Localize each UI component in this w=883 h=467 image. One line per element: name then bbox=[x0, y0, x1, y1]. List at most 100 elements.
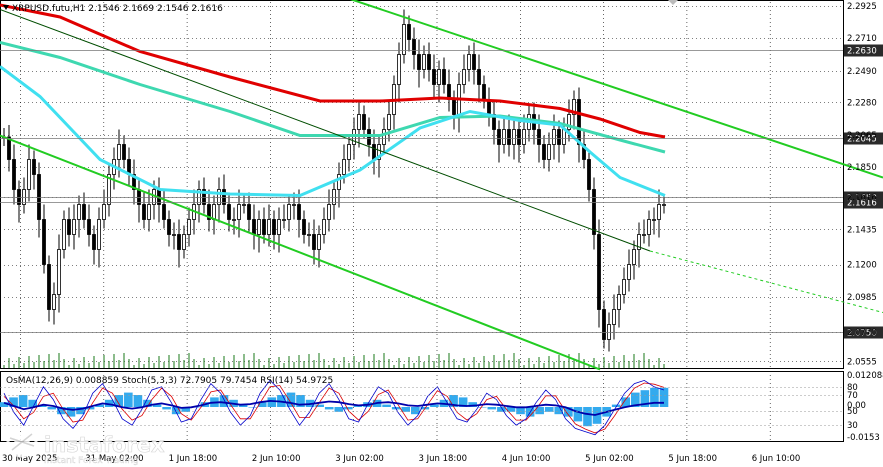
candle-body bbox=[502, 129, 506, 145]
osma-bar bbox=[611, 404, 621, 407]
time-tick-label: 1 Jun 18:00 bbox=[169, 454, 218, 464]
candle-body bbox=[247, 204, 251, 220]
candle-body bbox=[287, 204, 291, 220]
osma-bar bbox=[114, 395, 124, 407]
candle-body bbox=[437, 69, 441, 85]
candle-body bbox=[17, 189, 21, 205]
osma-bar bbox=[296, 395, 305, 407]
candle-body bbox=[67, 219, 71, 235]
time-tick-label: 6 Jun 10:00 bbox=[752, 454, 801, 464]
candle-body bbox=[382, 129, 386, 145]
osma-bar bbox=[143, 399, 152, 407]
indicator-tick-label: 70 bbox=[847, 391, 858, 401]
candle-body bbox=[107, 174, 111, 205]
time-tick-label: 5 Jun 18:00 bbox=[668, 454, 717, 464]
osma-bar bbox=[477, 407, 487, 408]
candle-body bbox=[57, 249, 61, 295]
osma-bar bbox=[238, 404, 248, 407]
osma-bar bbox=[267, 397, 277, 407]
candle-body bbox=[347, 144, 351, 160]
osma-bar bbox=[95, 404, 104, 407]
watermark-tagline: Instant Forex Trading bbox=[44, 456, 139, 466]
candle-body bbox=[92, 234, 96, 250]
candle-body bbox=[257, 219, 261, 235]
candle-body bbox=[297, 204, 301, 220]
candles bbox=[2, 9, 666, 352]
candle-body bbox=[562, 129, 566, 145]
osma-bar bbox=[430, 404, 439, 407]
candle-body bbox=[62, 219, 66, 250]
candle-body bbox=[337, 174, 341, 190]
osma-bar bbox=[449, 395, 458, 407]
symbol-header: XRPUSD.futu,H1 2.1546 2.1669 2.1546 2.16… bbox=[12, 4, 223, 14]
indicator-tick-label: 30 bbox=[847, 421, 858, 431]
main-frame bbox=[0, 0, 844, 369]
candle-body bbox=[317, 234, 321, 250]
time-tick-label: 3 Jun 02:00 bbox=[335, 454, 384, 464]
moving-averages bbox=[0, 3, 666, 198]
candle-body bbox=[387, 114, 391, 130]
moving-average-line bbox=[0, 3, 666, 139]
osma-bar bbox=[468, 402, 477, 407]
watermark-brand: instaforex bbox=[44, 433, 165, 457]
candle-body bbox=[612, 309, 616, 325]
candle-body bbox=[267, 219, 271, 235]
candle-body bbox=[132, 174, 136, 190]
candle-body bbox=[172, 234, 176, 236]
price-tick-label: 2.1850 bbox=[847, 163, 877, 173]
candle-body bbox=[27, 159, 31, 190]
price-tick-label: 2.0985 bbox=[847, 293, 877, 303]
candle-body bbox=[302, 219, 306, 235]
candle-body bbox=[82, 204, 86, 220]
watermark-logo: instaforex Instant Forex Trading bbox=[6, 426, 165, 466]
candle-body bbox=[622, 279, 626, 295]
price-level-label: 2.0750 bbox=[847, 329, 877, 339]
osma-bar bbox=[9, 397, 18, 407]
price-tick-label: 2.0770 bbox=[847, 328, 877, 338]
price-level-label: 2.2045 bbox=[847, 135, 877, 145]
shift-marker-icon[interactable] bbox=[668, 0, 678, 5]
candle-body bbox=[202, 189, 206, 205]
time-tick-label: 5 Jun 02:00 bbox=[585, 454, 634, 464]
osma-bar bbox=[334, 407, 344, 412]
price-tick-label: 2.0555 bbox=[847, 357, 877, 367]
indicator-tick-label: 50 bbox=[847, 407, 858, 417]
candle-body bbox=[37, 174, 41, 220]
price-tick-label: 2.2280 bbox=[847, 99, 877, 109]
grid bbox=[0, 0, 844, 442]
candle-body bbox=[312, 234, 316, 250]
candle-body bbox=[327, 204, 331, 220]
channel-lower-line bbox=[0, 134, 601, 371]
candle-body bbox=[187, 219, 191, 235]
candle-body bbox=[167, 219, 171, 235]
candle-body bbox=[32, 159, 36, 175]
osma-bar bbox=[57, 407, 66, 415]
collapse-arrow-icon[interactable] bbox=[3, 5, 9, 10]
candle-body bbox=[227, 204, 231, 220]
candle-body bbox=[522, 129, 526, 145]
osma-bar bbox=[640, 390, 650, 407]
candle-body bbox=[142, 204, 146, 220]
candle-body bbox=[627, 264, 631, 280]
osma-bar bbox=[506, 407, 516, 412]
candle-body bbox=[467, 54, 471, 70]
candle-body bbox=[407, 24, 411, 40]
price-level-box bbox=[844, 326, 883, 339]
osma-bar bbox=[257, 402, 267, 407]
candle-body bbox=[322, 219, 326, 235]
osma-bar bbox=[124, 392, 133, 407]
candle-body bbox=[602, 309, 606, 340]
stoch-main-line bbox=[3, 379, 665, 436]
candle-body bbox=[182, 234, 186, 250]
osma-bar bbox=[487, 407, 497, 410]
time-tick-label: 2 Jun 10:00 bbox=[252, 454, 301, 464]
candle-body bbox=[657, 204, 661, 220]
candle-body bbox=[572, 99, 576, 115]
price-level-label: 2.1616 bbox=[847, 199, 877, 209]
candle-body bbox=[597, 234, 601, 310]
candle-body bbox=[422, 54, 426, 70]
candle-body bbox=[507, 129, 511, 145]
candle-body bbox=[7, 136, 11, 160]
